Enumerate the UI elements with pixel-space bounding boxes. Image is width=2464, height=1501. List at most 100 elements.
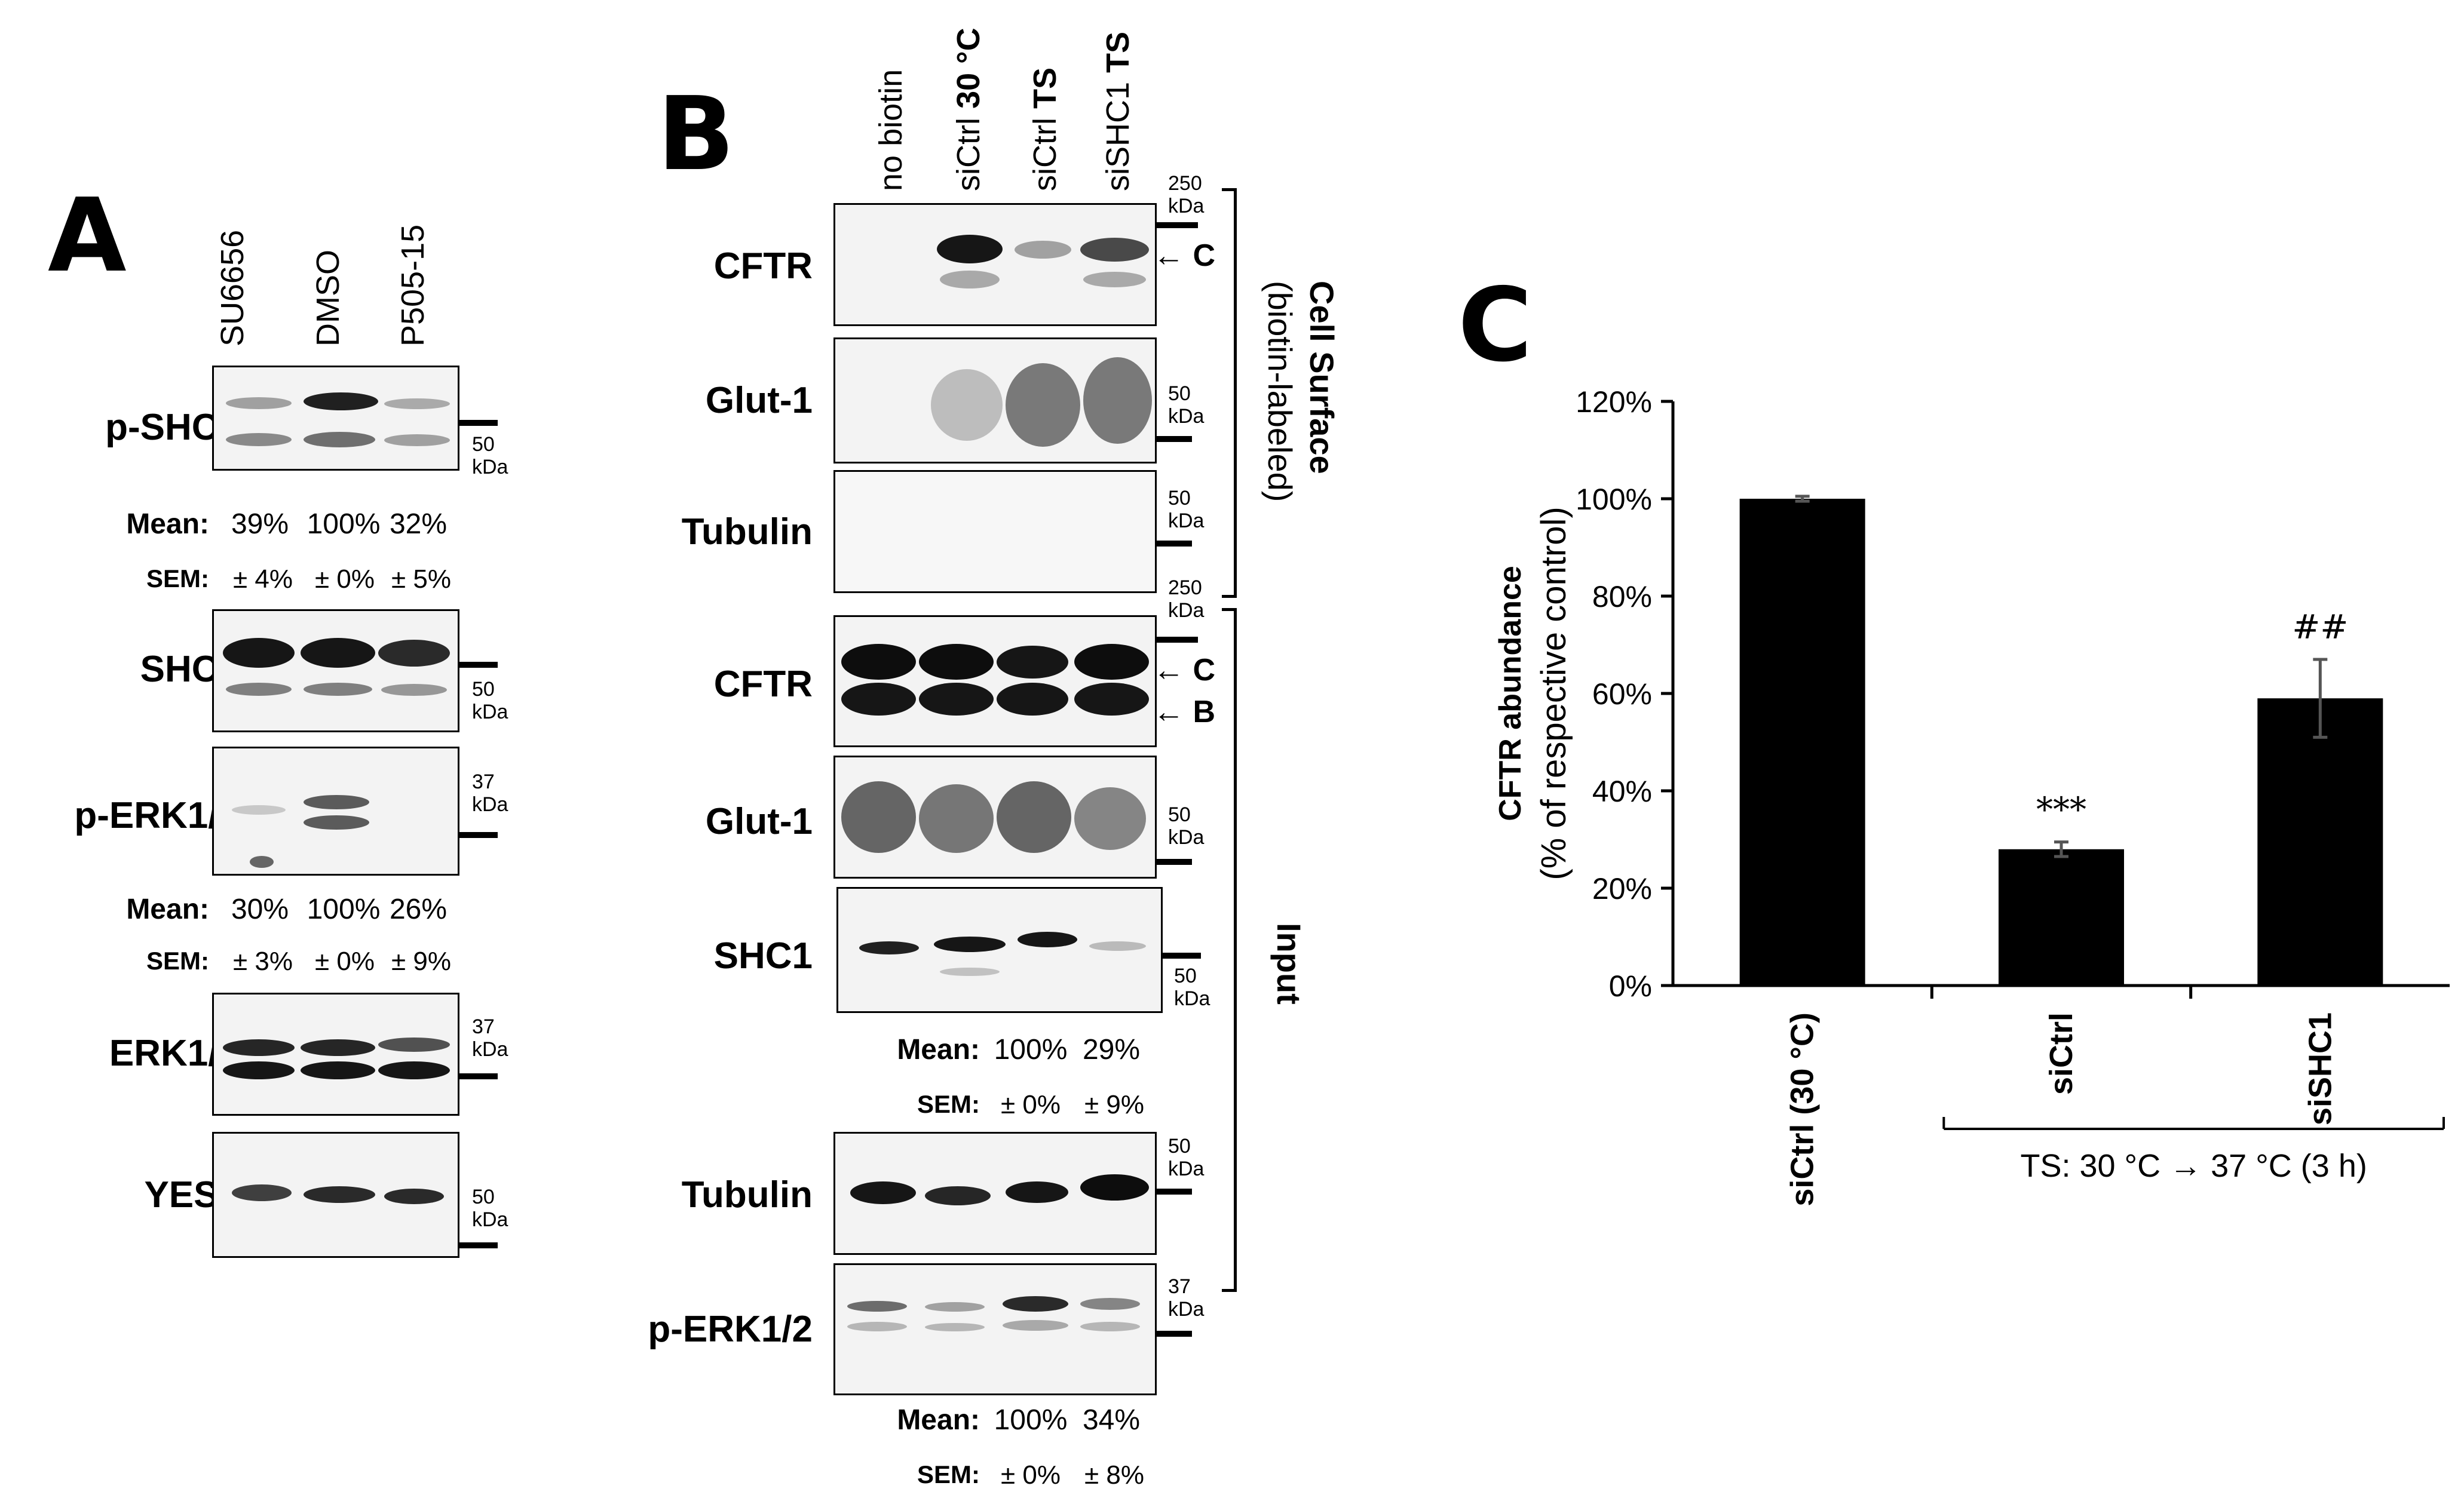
mw-yes1: 50 kDa bbox=[472, 1186, 508, 1231]
blot-input-perk bbox=[833, 1263, 1157, 1395]
y-tick-label: 80% bbox=[1592, 580, 1652, 613]
bracket-surface bbox=[1234, 188, 1237, 597]
x-label-2: siSHC1 bbox=[2302, 1012, 2338, 1125]
col-label-su6656: SU6656 bbox=[214, 229, 250, 346]
mean-a2-su: 30% bbox=[231, 894, 289, 925]
bracket-input-bottom bbox=[1222, 1289, 1237, 1292]
surface-subtitle: (biotin-labeled) bbox=[1261, 281, 1299, 502]
blot-surface-glut1 bbox=[833, 337, 1157, 464]
bracket-input-top bbox=[1222, 608, 1237, 611]
row-label-surface-cftr: CFTR bbox=[713, 245, 813, 287]
sem-label-a2: SEM: bbox=[146, 947, 209, 975]
mean-label-b1: Mean: bbox=[897, 1034, 980, 1066]
x-labels: siCtrl (30 °C) siCtrl siSHC1 TS: 30 °C → 37… bbox=[1785, 1012, 2445, 1207]
blot-surface-cftr bbox=[833, 203, 1157, 326]
y-tick-label: 0% bbox=[1609, 969, 1652, 1003]
bar-0 bbox=[1739, 499, 1865, 986]
sem-a2-dmso: ± 0% bbox=[315, 947, 375, 976]
row-label-perk-a: p-ERK1/2 bbox=[74, 795, 239, 836]
row-label-input-cftr: CFTR bbox=[713, 664, 813, 705]
blot-input-tubulin bbox=[833, 1132, 1157, 1255]
blot-perk-a bbox=[212, 747, 459, 876]
mw-input-glut1: 50 kDa bbox=[1168, 803, 1205, 849]
marker-perk-a bbox=[459, 832, 498, 838]
x-label-0: siCtrl (30 °C) bbox=[1785, 1012, 1821, 1207]
mean-label-a1: Mean: bbox=[126, 508, 209, 540]
row-label-input-tubulin: Tubulin bbox=[681, 1174, 813, 1215]
marker-surface-tubulin bbox=[1156, 541, 1192, 547]
marker-input-250 bbox=[1156, 637, 1198, 643]
row-label-input-perk: p-ERK1/2 bbox=[648, 1309, 813, 1350]
row-label-input-shc1: SHC1 bbox=[713, 935, 813, 977]
y-tick-label: 60% bbox=[1592, 677, 1652, 711]
row-label-surface-glut1: Glut-1 bbox=[705, 380, 813, 421]
group-label: TS: 30 °C → 37 °C (3 h) bbox=[2020, 1148, 2367, 1184]
panel-a-letter: A bbox=[48, 177, 127, 295]
input-title: Input bbox=[1270, 923, 1308, 1005]
mw-perk-a: 37 kDa bbox=[472, 771, 508, 816]
col-label-sishc1-ts-bold: TS bbox=[1100, 31, 1136, 73]
y-tick-label: 20% bbox=[1592, 872, 1652, 905]
mean-a2-dmso: 100% bbox=[307, 894, 381, 925]
col-label-no-biotin: no biotin bbox=[872, 69, 909, 191]
mw-input-tubulin: 50 kDa bbox=[1168, 1135, 1205, 1180]
mean-b2-shc1: 34% bbox=[1082, 1404, 1141, 1436]
mw-surface-glut1: 50 kDa bbox=[1168, 382, 1205, 428]
sem-label-b2: SEM: bbox=[917, 1460, 980, 1488]
blot-input-glut1 bbox=[833, 756, 1157, 879]
sem-label-b1: SEM: bbox=[917, 1090, 980, 1118]
sem-label-a1: SEM: bbox=[146, 564, 209, 593]
blot-shc1-a bbox=[212, 609, 459, 732]
col-label-sishc1-ts-plain: siSHC1 bbox=[1100, 72, 1136, 191]
row-label-erk-a: ERK1/2 bbox=[109, 1033, 239, 1074]
y-tick-label: 120% bbox=[1576, 385, 1652, 419]
col-label-sictrl-ts-bold: TS bbox=[1027, 67, 1063, 109]
mean-a1-p505: 32% bbox=[389, 508, 448, 540]
sem-a2-su: ± 3% bbox=[233, 947, 293, 976]
marker-yes1 bbox=[459, 1242, 498, 1248]
blot-yes1 bbox=[212, 1132, 459, 1258]
mw-erk-a: 37 kDa bbox=[472, 1015, 508, 1061]
bar-2 bbox=[2257, 698, 2383, 986]
blot-input-shc1 bbox=[836, 887, 1163, 1013]
mean-b1-ts: 100% bbox=[994, 1034, 1068, 1066]
arrow-c-input: ← C bbox=[1153, 653, 1215, 687]
marker-pshc1 bbox=[459, 420, 498, 426]
col-label-sictrl-30-bold: 30 °C bbox=[951, 27, 986, 109]
sem-b1-shc1: ± 9% bbox=[1084, 1090, 1144, 1119]
y-axis-label-line1: CFTR abundance bbox=[1493, 566, 1528, 821]
col-label-sictrl-ts: siCtrl TS bbox=[1026, 67, 1064, 191]
col-label-sictrl-30-plain: siCtrl bbox=[951, 109, 986, 191]
panel-b-letter: B bbox=[657, 75, 735, 194]
blot-pshc1 bbox=[212, 366, 459, 471]
sem-a2-p505: ± 9% bbox=[391, 947, 451, 976]
y-axis-label-line2: (% of respective control) bbox=[1534, 507, 1573, 880]
mean-a1-dmso: 100% bbox=[307, 508, 381, 540]
marker-surface-250 bbox=[1156, 222, 1198, 228]
marker-input-perk bbox=[1156, 1331, 1192, 1337]
mean-b2-ts: 100% bbox=[994, 1404, 1068, 1436]
sem-b2-ts: ± 0% bbox=[1001, 1460, 1061, 1490]
col-label-sictrl-ts-plain: siCtrl bbox=[1027, 109, 1063, 191]
row-label-surface-tubulin: Tubulin bbox=[681, 511, 813, 552]
blot-surface-tubulin bbox=[833, 470, 1157, 593]
mw-shc1-a: 50 kDa bbox=[472, 678, 508, 723]
marker-input-tubulin bbox=[1156, 1189, 1192, 1195]
mean-label-b2: Mean: bbox=[897, 1404, 980, 1436]
mw-input-perk: 37 kDa bbox=[1168, 1275, 1205, 1321]
col-label-sictrl-30: siCtrl 30 °C bbox=[950, 27, 987, 191]
arrow-b-input: ← B bbox=[1153, 695, 1215, 729]
bracket-surface-bottom bbox=[1222, 595, 1237, 598]
mw-input-shc1: 50 kDa bbox=[1174, 965, 1210, 1010]
mw-surface-250: 250 kDa bbox=[1168, 172, 1205, 217]
bracket-input bbox=[1234, 608, 1237, 1292]
col-label-no-biotin-text: no biotin bbox=[873, 69, 909, 191]
y-tick-label: 40% bbox=[1592, 775, 1652, 808]
row-label-yes1: YES1 bbox=[144, 1174, 239, 1215]
mean-b1-shc1: 29% bbox=[1082, 1034, 1141, 1066]
blot-erk-a bbox=[212, 993, 459, 1116]
sem-a1-p505: ± 5% bbox=[391, 564, 451, 594]
row-label-input-glut1: Glut-1 bbox=[705, 801, 813, 842]
marker-surface-50 bbox=[1156, 436, 1192, 442]
sem-b1-ts: ± 0% bbox=[1001, 1090, 1061, 1119]
